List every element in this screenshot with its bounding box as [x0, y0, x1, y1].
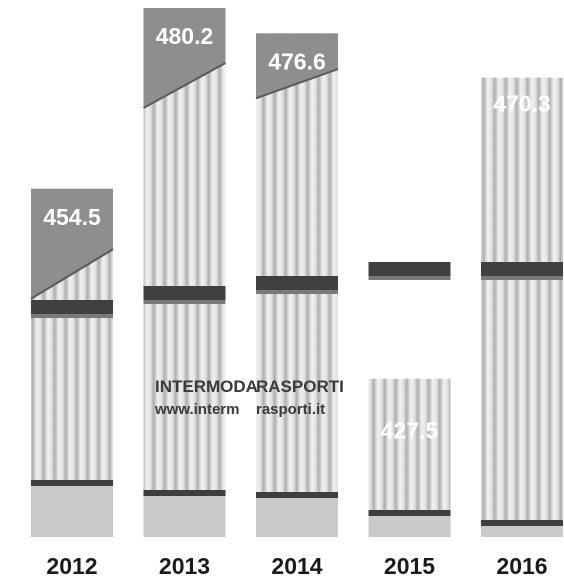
- bar-top-edge: [143, 62, 226, 109]
- labels-group: 454.5 2012 480.2 2013 476.6 2014 427.5 2015 470.…: [43, 23, 551, 579]
- bars-group: [30, 8, 563, 538]
- container-text-line1: INTERMODA: [155, 377, 258, 396]
- bar-sky-area: [256, 33, 338, 99]
- bar-seam-shadow: [143, 300, 226, 304]
- container-text-line2: www.interm: [154, 401, 239, 418]
- bar-ground: [481, 526, 563, 537]
- bar-ground-edge: [481, 520, 563, 526]
- year-label-2012: 2012: [46, 553, 97, 579]
- bar-sky-area: [143, 8, 226, 108]
- year-label-2016: 2016: [496, 553, 547, 579]
- bar-ground: [256, 498, 338, 537]
- bar-ground: [143, 496, 226, 537]
- bar-2013: [143, 8, 226, 537]
- bar-seam-shadow: [481, 276, 563, 280]
- bar-ground: [31, 486, 113, 537]
- bar-seam-shadow: [31, 314, 113, 318]
- value-label-2014: 476.6: [268, 48, 326, 74]
- year-label-2014: 2014: [271, 553, 322, 579]
- bar-top-edge: [255, 68, 339, 100]
- container-lettering: INTERMODA RASPORTI www.interm rasporti.i…: [154, 377, 344, 418]
- value-label-2012: 454.5: [43, 204, 101, 230]
- value-label-2016: 470.3: [493, 91, 551, 117]
- bar-seam: [481, 262, 563, 276]
- bar-seam: [368, 262, 451, 276]
- bar-seam: [31, 300, 113, 314]
- bar-2014: [255, 33, 339, 538]
- bar-2016: [481, 77, 563, 538]
- bar-2015: [368, 262, 451, 537]
- bar-ground: [368, 516, 451, 537]
- year-label-2013: 2013: [159, 553, 210, 579]
- bar-2012: [30, 188, 114, 537]
- bar-ground-edge: [368, 510, 451, 516]
- bar-ground-edge: [143, 490, 226, 496]
- bar-ground-edge: [256, 492, 338, 498]
- container-text-line1b: RASPORTI: [256, 377, 344, 396]
- value-label-2015: 427.5: [381, 418, 439, 444]
- bar-top-edge: [30, 248, 114, 300]
- year-label-2015: 2015: [384, 553, 435, 579]
- container-text-line2b: rasporti.it: [256, 401, 325, 418]
- bar-ground-edge: [31, 480, 113, 486]
- bar-seam-shadow: [256, 290, 338, 294]
- value-label-2013: 480.2: [156, 23, 214, 49]
- bar-seam: [256, 276, 338, 290]
- bar-rect: [481, 77, 563, 538]
- bar-seam-shadow: [368, 276, 451, 280]
- bar-seam: [143, 286, 226, 300]
- bar-sky-area: [31, 188, 113, 299]
